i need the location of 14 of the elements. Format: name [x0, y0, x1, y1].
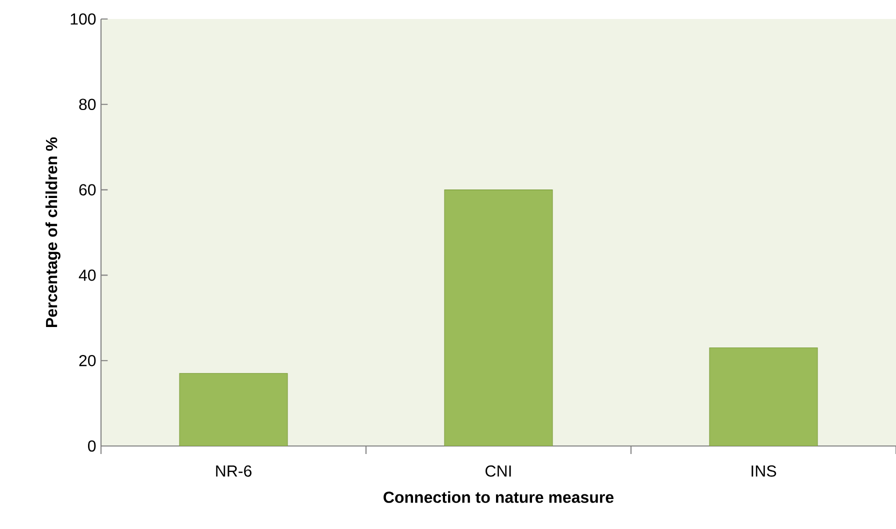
y-axis-title: Percentage of children %: [45, 137, 60, 328]
x-tick-label: INS: [752, 465, 776, 477]
x-tick-label: NR-6: [216, 465, 252, 477]
y-tick-label: 60: [79, 184, 96, 196]
x-tick-label: CNI: [486, 465, 511, 477]
y-tick-label: 0: [88, 440, 96, 452]
y-tick-label: 80: [79, 98, 96, 110]
y-tick-label: 40: [78, 270, 96, 281]
bar: [179, 373, 288, 446]
bar: [444, 190, 553, 446]
y-tick-label: 20: [79, 354, 96, 366]
bar: [709, 348, 818, 446]
y-tick-label: 100: [70, 13, 96, 25]
x-axis-title: Connection to nature measure: [384, 491, 614, 503]
